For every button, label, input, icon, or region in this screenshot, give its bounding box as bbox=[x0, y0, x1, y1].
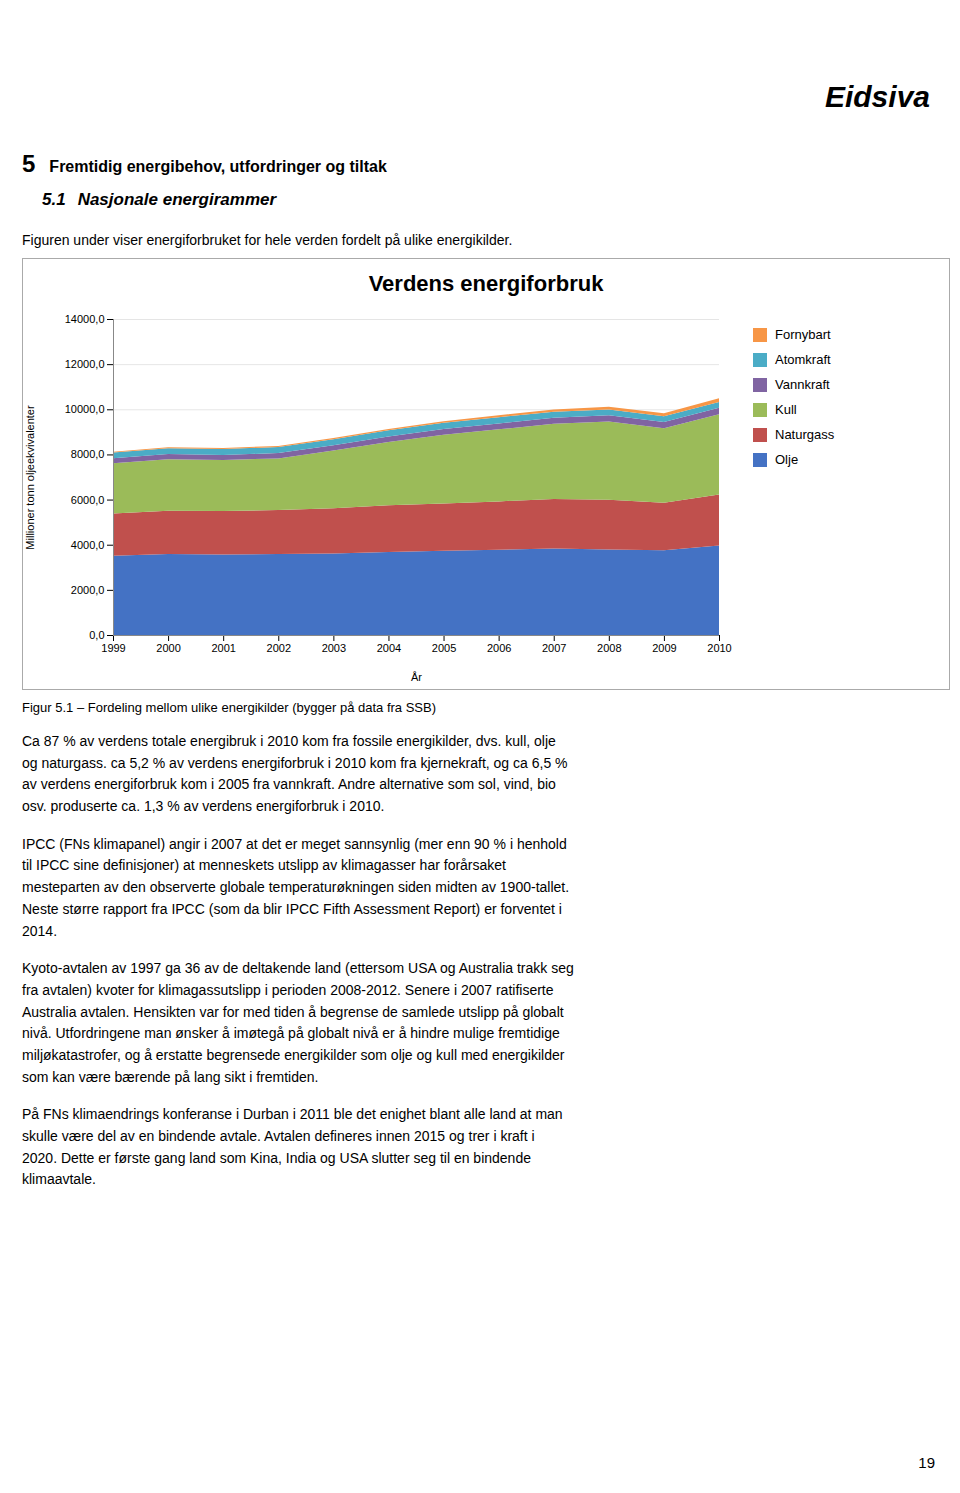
svg-text:2007: 2007 bbox=[542, 642, 566, 654]
svg-text:2005: 2005 bbox=[432, 642, 456, 654]
html-text:På FNs klimaendrings konferans: På FNs klimaendrings konferanse i Durban… bbox=[22, 1106, 563, 1188]
svg-text:2000: 2000 bbox=[156, 642, 180, 654]
svg-text:2009: 2009 bbox=[652, 642, 676, 654]
svg-text:2008: 2008 bbox=[597, 642, 621, 654]
svg-text:2006: 2006 bbox=[487, 642, 511, 654]
html-text:5: 5 bbox=[22, 150, 36, 177]
html-text:19: 19 bbox=[918, 1454, 935, 1471]
html-text:Fornybart: Fornybart bbox=[775, 327, 831, 342]
svg-text:2003: 2003 bbox=[322, 642, 346, 654]
svg-text:4000,0: 4000,0 bbox=[71, 539, 105, 551]
svg-text:Millioner tonn oljeekvivalente: Millioner tonn oljeekvivalenter bbox=[24, 405, 36, 550]
svg-text:2001: 2001 bbox=[211, 642, 235, 654]
svg-text:0,0: 0,0 bbox=[89, 629, 104, 641]
html-text:Eidsiva: Eidsiva bbox=[824, 80, 930, 113]
svg-text:12000,0: 12000,0 bbox=[65, 358, 105, 370]
svg-text:6000,0: 6000,0 bbox=[71, 494, 105, 506]
svg-text:8000,0: 8000,0 bbox=[71, 448, 105, 460]
html-text:IPCC (FNs klimapanel) angir i: IPCC (FNs klimapanel) angir i 2007 at de… bbox=[22, 835, 570, 939]
svg-text:14000,0: 14000,0 bbox=[65, 313, 105, 325]
html-text:Figur 5.1 – Fordeling mellom u: Figur 5.1 – Fordeling mellom ulike energ… bbox=[22, 700, 436, 715]
html-text:Kyoto-avtalen av 1997 ga 36 av: Kyoto-avtalen av 1997 ga 36 av de deltak… bbox=[22, 960, 574, 1085]
svg-text:2000,0: 2000,0 bbox=[71, 584, 105, 596]
html-text:Ca 87 % av verdens totale ener: Ca 87 % av verdens totale energibruk i 2… bbox=[22, 733, 568, 815]
html-text:Naturgass: Naturgass bbox=[775, 427, 835, 442]
svg-text:2004: 2004 bbox=[377, 642, 401, 654]
html-text:Olje: Olje bbox=[775, 452, 799, 467]
html-text:Fremtidig energibehov, utfordr: Fremtidig energibehov, utfordringer og t… bbox=[49, 158, 387, 175]
svg-text:2010: 2010 bbox=[707, 642, 731, 654]
html-text:Kull: Kull bbox=[775, 402, 797, 417]
svg-text:År: År bbox=[411, 671, 422, 683]
html-text:Figuren under viser energiforb: Figuren under viser energiforbruket for … bbox=[22, 232, 513, 248]
svg-text:10000,0: 10000,0 bbox=[65, 403, 105, 415]
html-text:Atomkraft: Atomkraft bbox=[775, 352, 831, 367]
html-text:Verdens energiforbruk: Verdens energiforbruk bbox=[368, 271, 604, 296]
html-text:5.1: 5.1 bbox=[42, 190, 66, 209]
svg-text:1999: 1999 bbox=[101, 642, 125, 654]
html-text:Vannkraft: Vannkraft bbox=[775, 377, 830, 392]
svg-text:2002: 2002 bbox=[267, 642, 291, 654]
html-text:Nasjonale energirammer: Nasjonale energirammer bbox=[77, 190, 277, 209]
